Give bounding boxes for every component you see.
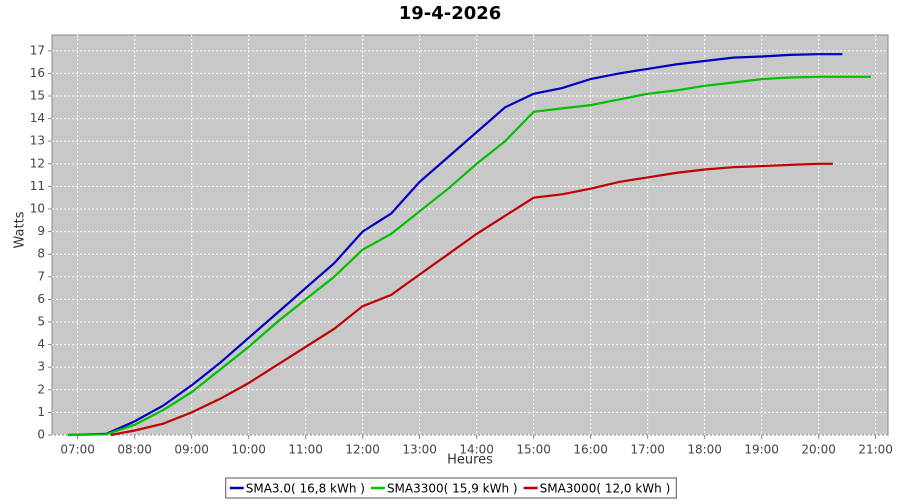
x-tick-label: 07:00 [60,443,95,457]
x-tick-label: 17:00 [630,443,665,457]
y-tick-label: 8 [37,247,45,261]
chart-title: 19-4-2026 [399,3,502,24]
x-tick-label: 21:00 [858,443,893,457]
line [110,162,833,437]
legend-item: SMA3000( 12,0 kWh ) [523,482,671,496]
legend: SMA3.0( 16,8 kWh ) SMA3300( 15,9 kWh ) SMA… [225,477,677,499]
legend-item: SMA3.0( 16,8 kWh ) [229,482,365,496]
x-tick-label: 18:00 [687,443,722,457]
y-tick-label: 13 [30,134,45,148]
x-tick-label: 08:00 [117,443,152,457]
legend-label: SMA3.0( 16,8 kWh ) [246,482,365,496]
y-tick-label: 7 [37,269,45,283]
x-axis-label: Heures [447,453,493,468]
y-tick-label: 2 [37,382,45,396]
x-tick-label: 16:00 [573,443,608,457]
legend-box [225,477,677,499]
y-tick-label: 12 [30,156,45,170]
y-axis-label: Watts [13,211,28,248]
y-tick-label: 6 [37,292,45,306]
y-tick-label: 3 [37,360,45,374]
x-tick-label: 12:00 [345,443,380,457]
x-tick-label: 11:00 [288,443,323,457]
y-tick-label: 10 [30,202,45,216]
y-tick-label: 11 [30,179,45,193]
x-tick-label: 09:00 [174,443,209,457]
y-tick-label: 14 [30,111,45,125]
legend-item: SMA3300( 15,9 kWh ) [370,482,518,496]
legend-label: SMA3000( 12,0 kWh ) [540,482,671,496]
plot-area [51,34,889,436]
y-tick-label: 5 [37,315,45,329]
y-tick-label: 16 [30,66,45,80]
x-tick-label: 15:00 [516,443,551,457]
line [68,53,843,437]
y-tick-label: 9 [37,224,45,238]
x-tick-label: 14:00 [459,443,494,457]
line [68,75,871,437]
y-tick-label: 0 [37,428,45,442]
y-tick-label: 15 [30,89,45,103]
x-tick-label: 19:00 [744,443,779,457]
x-tick-label: 13:00 [402,443,437,457]
y-tick-label: 1 [37,405,45,419]
x-tick-label: 10:00 [231,443,266,457]
y-tick-label: 4 [37,337,45,351]
x-tick-label: 20:00 [801,443,836,457]
y-tick-label: 17 [30,43,45,57]
legend-label: SMA3300( 15,9 kWh ) [387,482,518,496]
